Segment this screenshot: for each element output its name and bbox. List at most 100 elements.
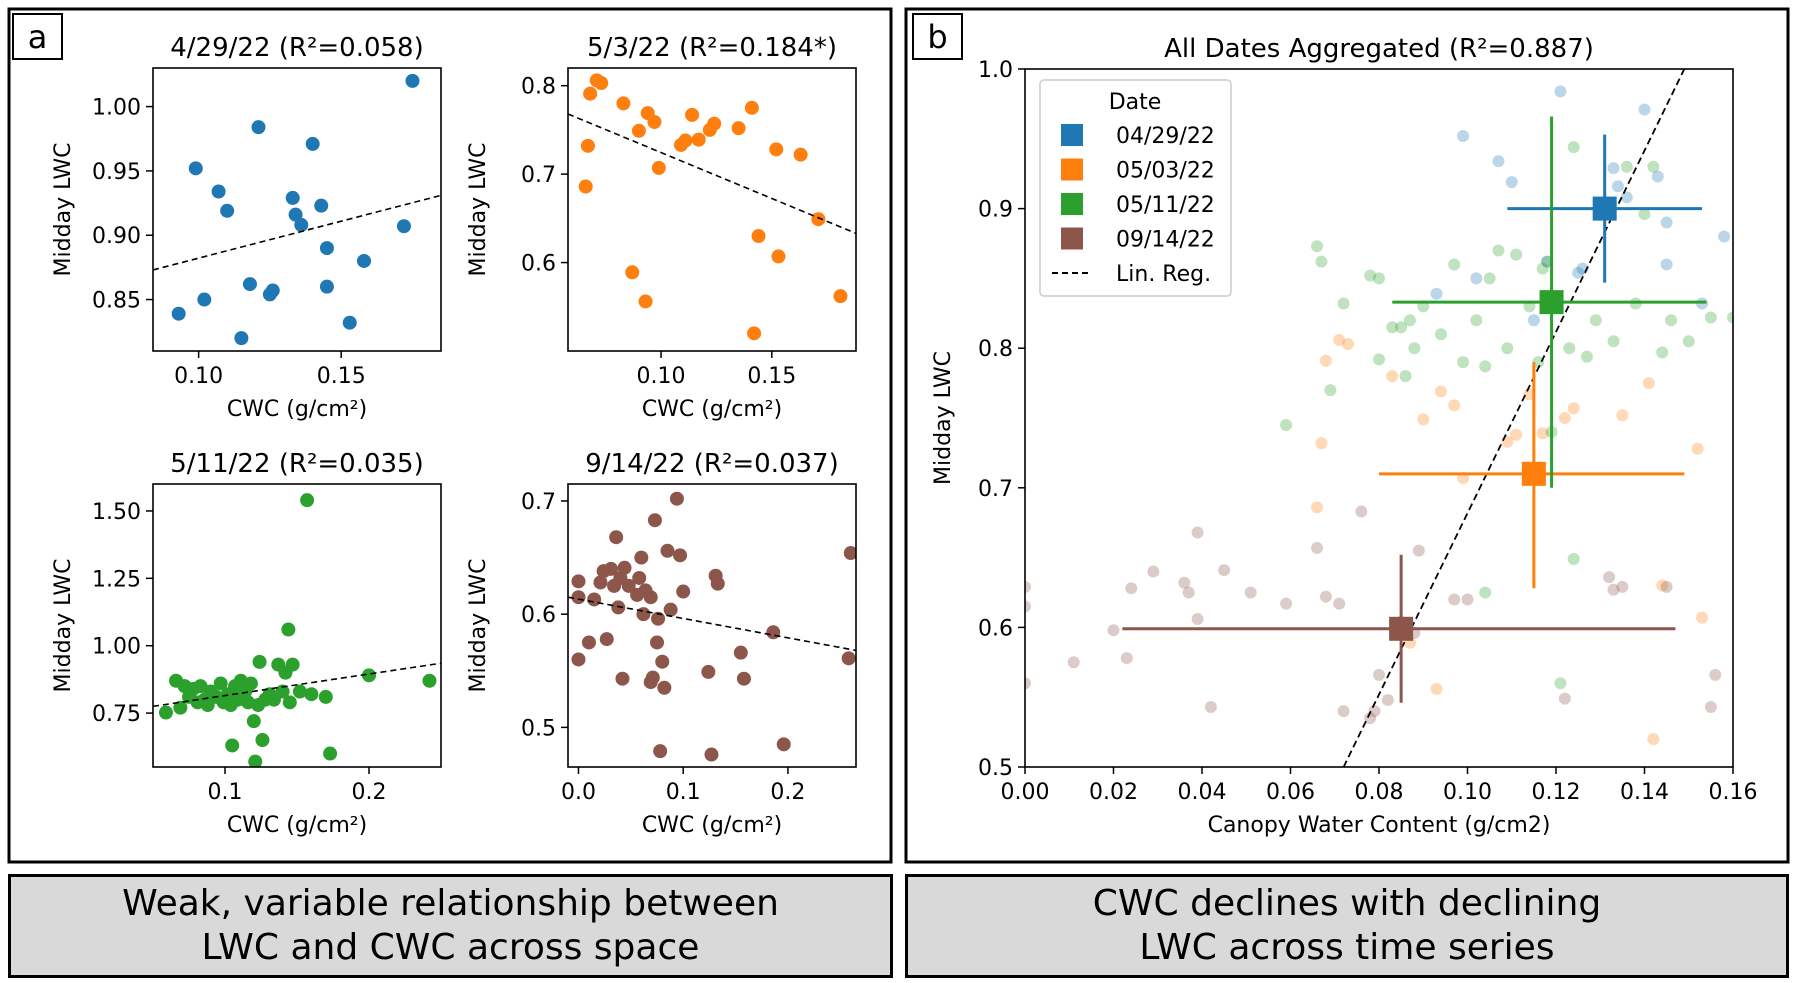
faded-data-point [1280, 418, 1293, 431]
mean-marker [1539, 290, 1564, 315]
faded-data-point [1470, 314, 1483, 327]
chart-2: 5/3/22 (R²=0.184*) CWC (g/cm²) Midday LWC 0… [466, 33, 857, 422]
data-point [213, 676, 228, 691]
chart-3: 5/11/22 (R²=0.035) CWC (g/cm²) Midday LWC 0… [51, 449, 442, 838]
data-point [621, 578, 636, 593]
faded-data-point [1434, 385, 1447, 398]
data-point [173, 700, 188, 715]
faded-data-point [1342, 338, 1355, 351]
x-tick-label: 0.2 [770, 780, 805, 805]
x-tick-label: 0.10 [174, 364, 223, 389]
legend-swatch [1061, 227, 1083, 250]
data-point [294, 217, 309, 232]
axes-frame [567, 67, 857, 352]
data-point [158, 705, 173, 720]
caption-right-line-1: CWC declines with declining [1092, 883, 1602, 924]
data-point [776, 737, 791, 752]
faded-data-point [1395, 321, 1408, 334]
chart-5: All Dates Aggregated (R²=0.887) Canopy Wa… [931, 34, 1757, 838]
faded-data-point [1337, 297, 1350, 310]
faded-data-point [1434, 328, 1447, 341]
data-point [581, 635, 596, 650]
data-point [314, 198, 329, 213]
data-point [396, 219, 411, 234]
faded-data-point [1620, 191, 1633, 204]
mean-marker [1389, 616, 1414, 641]
data-point [599, 632, 614, 647]
panel-a-label-box [12, 13, 63, 60]
data-point [651, 160, 666, 175]
data-point [653, 744, 668, 759]
faded-data-point [1642, 377, 1655, 390]
faded-data-point [1448, 258, 1461, 271]
data-point [362, 668, 376, 683]
faded-data-point [1319, 590, 1332, 603]
data-point [580, 138, 595, 153]
faded-data-point [1067, 656, 1080, 669]
y-tick-label: 0.8 [978, 337, 1013, 362]
x-tick-label: 0.04 [1178, 780, 1227, 805]
faded-data-point [1660, 258, 1673, 271]
data-point [625, 265, 640, 280]
data-point [811, 212, 826, 227]
data-point [736, 671, 751, 686]
data-point [691, 132, 706, 147]
y-axis-label: Midday LWC [466, 143, 491, 277]
x-axis-label: CWC (g/cm²) [642, 813, 782, 838]
faded-data-point [1333, 597, 1346, 610]
panel-b-frame [904, 7, 1790, 864]
plot-area [153, 493, 441, 767]
data-point [638, 294, 653, 309]
y-tick-label: 1.00 [92, 635, 141, 660]
faded-data-point [1510, 248, 1523, 261]
x-tick-label: 0.02 [1089, 780, 1138, 805]
y-tick-label: 0.7 [521, 163, 556, 188]
faded-data-point [1448, 399, 1461, 412]
faded-data-point [1727, 311, 1733, 324]
faded-data-point [1457, 130, 1470, 143]
data-point [587, 592, 602, 607]
data-point [710, 576, 725, 591]
legend-label: 09/14/22 [1116, 228, 1215, 253]
faded-data-point [1620, 160, 1633, 173]
data-point [305, 136, 320, 151]
faded-data-point [1311, 541, 1324, 554]
chart-title: 9/14/22 (R²=0.037) [585, 449, 839, 479]
faded-data-point [1315, 255, 1328, 268]
axes-frame [152, 483, 442, 768]
faded-data-point [1381, 693, 1394, 706]
x-tick-label: 0.08 [1355, 780, 1404, 805]
data-point [603, 561, 618, 576]
legend-swatch [1061, 124, 1083, 146]
faded-data-point [1355, 505, 1368, 518]
data-point [833, 289, 848, 304]
faded-data-point [1399, 370, 1412, 383]
data-point [318, 689, 333, 704]
data-point [211, 184, 226, 199]
faded-data-point [1386, 370, 1399, 383]
data-point [733, 645, 748, 660]
data-point [251, 120, 266, 135]
faded-data-point [1191, 526, 1204, 539]
faded-data-point [1311, 240, 1324, 253]
faded-data-point [1120, 652, 1133, 665]
faded-data-point [1479, 360, 1492, 373]
chart-1: 4/29/22 (R²=0.058) CWC (g/cm²) Midday LWC 0… [51, 33, 442, 422]
chart-title: 5/11/22 (R²=0.035) [170, 449, 424, 479]
faded-data-point [1709, 668, 1722, 681]
data-point [288, 207, 303, 222]
data-point [669, 491, 684, 506]
data-point [578, 179, 593, 194]
faded-data-point [1589, 314, 1602, 327]
faded-data-point [1580, 350, 1593, 363]
data-point [632, 570, 647, 585]
faded-data-point [1492, 244, 1505, 257]
data-point [707, 116, 722, 131]
y-tick-label: 0.9 [978, 198, 1013, 223]
data-point [252, 654, 267, 669]
faded-data-point [1430, 287, 1443, 300]
data-point [793, 147, 808, 162]
data-point [188, 161, 203, 176]
faded-data-point [1373, 668, 1385, 681]
faded-data-point [1337, 705, 1350, 718]
